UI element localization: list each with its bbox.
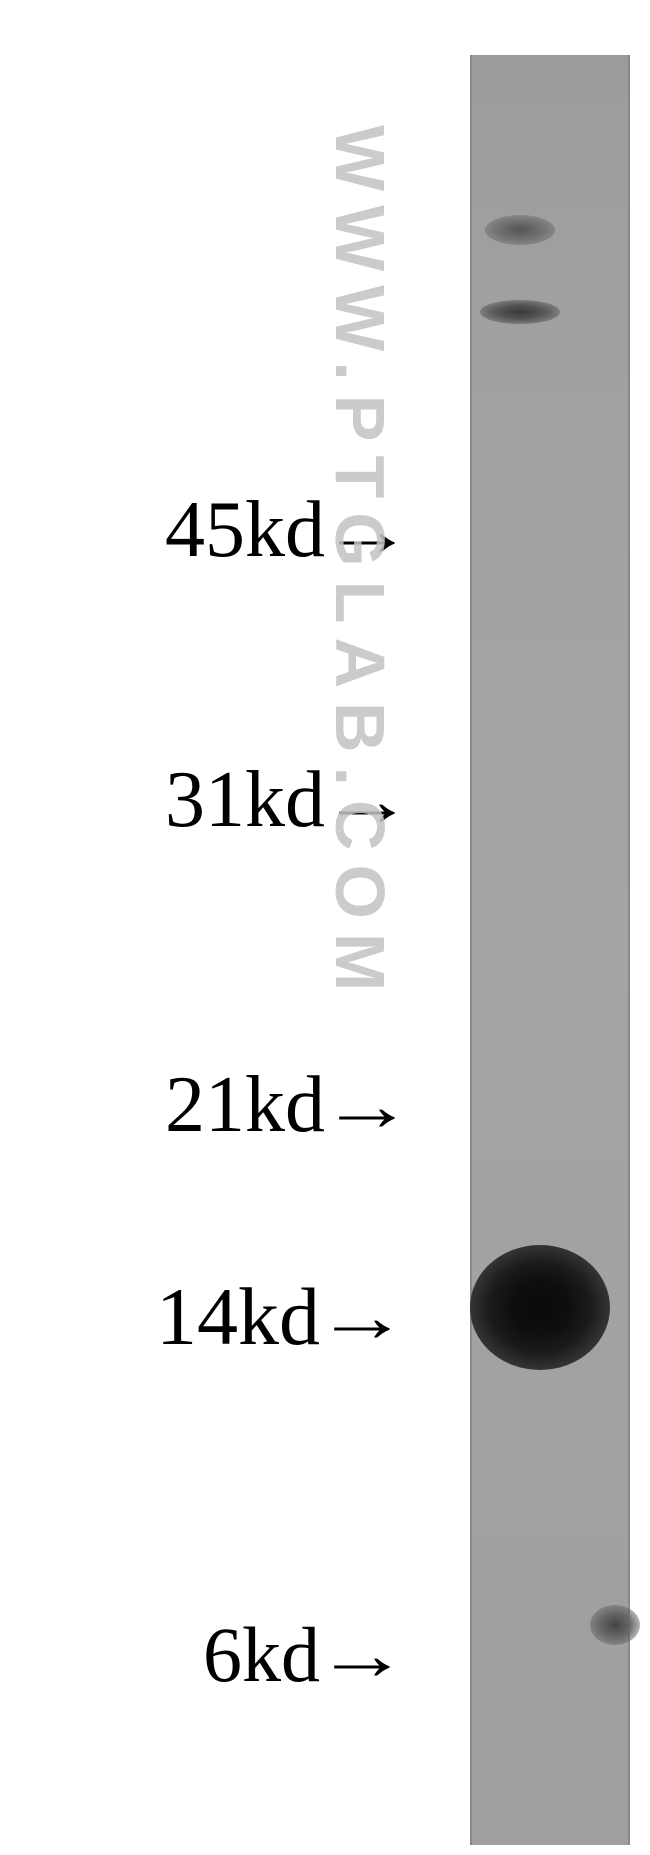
gel-lane [470, 55, 630, 1845]
marker-21kd: 21kd → [110, 1060, 403, 1151]
marker-6kd: 6kd → [155, 1610, 398, 1700]
marker-label-text: 45kd [110, 485, 325, 576]
marker-14kd: 14kd → [105, 1270, 398, 1364]
lower-6kd-band [590, 1605, 640, 1645]
marker-label-text: 6kd [155, 1610, 320, 1700]
main-14kd-band [470, 1245, 610, 1370]
upper-faint-band-1 [485, 215, 555, 245]
watermark-text: WWW.PTGLAB.COM [320, 125, 400, 1005]
arrow-icon: → [320, 1070, 414, 1142]
marker-label-text: 21kd [110, 1060, 325, 1151]
arrow-icon: → [315, 1619, 409, 1691]
blot-figure: WWW.PTGLAB.COM 45kd → 31kd → 21kd → 14kd… [0, 0, 650, 1855]
upper-faint-band-2 [480, 300, 560, 324]
arrow-icon: → [315, 1281, 409, 1353]
marker-label-text: 14kd [105, 1270, 320, 1364]
marker-label-text: 31kd [110, 755, 325, 846]
